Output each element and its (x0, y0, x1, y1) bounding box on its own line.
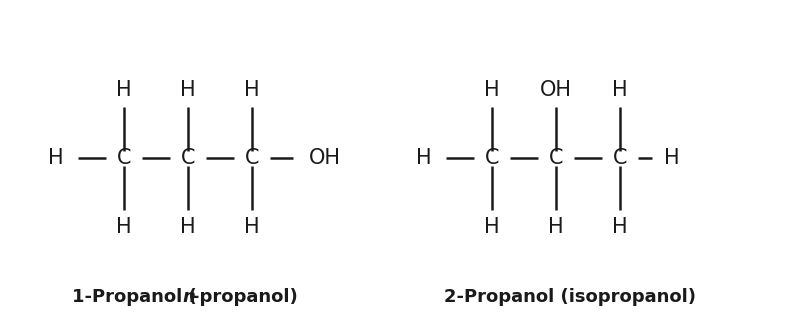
Text: -propanol): -propanol) (192, 288, 298, 306)
Text: C: C (181, 148, 195, 168)
Text: 1-Propanol (: 1-Propanol ( (72, 288, 197, 306)
Text: H: H (116, 80, 132, 100)
Text: H: H (484, 217, 500, 237)
Text: H: H (484, 80, 500, 100)
Text: n: n (182, 288, 195, 306)
Text: C: C (613, 148, 627, 168)
Text: H: H (664, 148, 680, 168)
Text: H: H (48, 148, 64, 168)
Text: C: C (117, 148, 131, 168)
Text: H: H (612, 80, 628, 100)
Text: H: H (244, 80, 260, 100)
Text: H: H (180, 217, 196, 237)
Text: H: H (180, 80, 196, 100)
Text: C: C (245, 148, 259, 168)
Text: OH: OH (540, 80, 572, 100)
Text: H: H (116, 217, 132, 237)
Text: OH: OH (309, 148, 341, 168)
Text: H: H (416, 148, 432, 168)
Text: H: H (612, 217, 628, 237)
Text: H: H (548, 217, 564, 237)
Text: C: C (549, 148, 563, 168)
Text: H: H (244, 217, 260, 237)
Text: 2-Propanol (isopropanol): 2-Propanol (isopropanol) (444, 288, 696, 306)
Text: C: C (485, 148, 499, 168)
